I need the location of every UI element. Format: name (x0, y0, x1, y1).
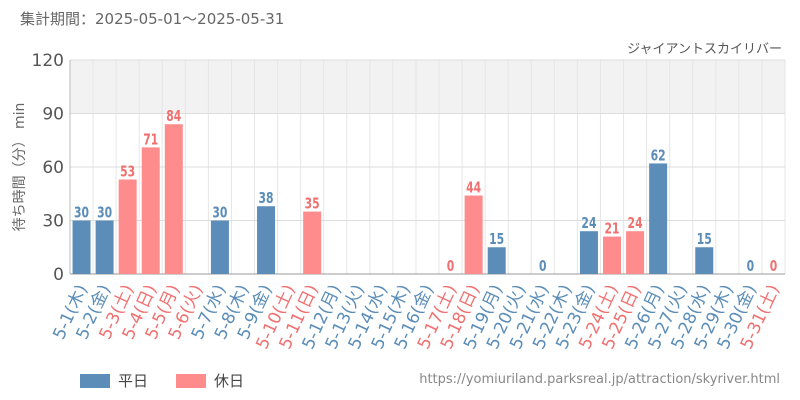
data-label: 71 (143, 131, 158, 149)
bar (603, 236, 622, 274)
legend-label-weekday: 平日 (118, 372, 149, 390)
bar (649, 163, 668, 274)
y-tick-label: 90 (42, 105, 64, 125)
legend-item-weekday: 平日 (80, 370, 148, 391)
legend-label-holiday: 休日 (214, 372, 245, 390)
bar (579, 231, 598, 274)
source-url: https://yomiuriland.parksreal.jp/attract… (419, 372, 780, 387)
legend-item-holiday: 休日 (176, 370, 244, 391)
bar (695, 247, 714, 274)
data-label: 0 (447, 258, 455, 276)
data-label: 0 (539, 258, 547, 276)
legend: 平日 休日 (80, 370, 244, 391)
chart-title: ジャイアントスカイリバー (627, 42, 782, 57)
period-label: 集計期間：2025-05-01～2025-05-31 (20, 10, 285, 28)
bar (487, 247, 506, 274)
bar (141, 147, 160, 274)
y-tick-label: 120 (32, 51, 64, 71)
legend-swatch-weekday (80, 373, 110, 388)
bar (626, 231, 645, 274)
bar (210, 220, 229, 274)
data-label: 30 (97, 204, 112, 222)
legend-swatch-holiday (176, 373, 207, 388)
data-label: 35 (305, 195, 320, 213)
bar (164, 124, 183, 274)
bar (72, 220, 91, 274)
data-label: 24 (628, 215, 643, 233)
plot-band (70, 60, 785, 114)
bar (464, 195, 483, 274)
data-label: 0 (747, 258, 755, 276)
data-label: 24 (581, 215, 596, 233)
data-label: 15 (697, 231, 712, 249)
data-label: 21 (605, 220, 620, 238)
bar (118, 179, 137, 274)
y-axis-title: 待ち時間（分） min (12, 103, 28, 232)
y-tick-label: 30 (42, 212, 64, 232)
bar (95, 220, 114, 274)
data-label: 84 (166, 108, 181, 126)
y-tick-label: 60 (42, 158, 64, 178)
data-label: 30 (212, 204, 227, 222)
data-label: 30 (74, 204, 89, 222)
data-label: 53 (120, 163, 135, 181)
data-label: 15 (489, 231, 504, 249)
bar (257, 206, 276, 274)
data-label: 0 (770, 258, 778, 276)
data-label: 62 (651, 147, 666, 165)
data-label: 38 (259, 190, 274, 208)
y-tick-label: 0 (53, 265, 64, 285)
bar (303, 211, 322, 274)
data-label: 44 (466, 179, 481, 197)
